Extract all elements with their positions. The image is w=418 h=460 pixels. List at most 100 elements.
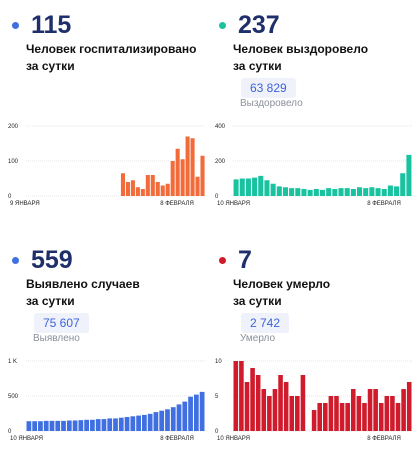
deaths-bar bbox=[267, 396, 272, 431]
cases-bar bbox=[153, 412, 159, 431]
deaths-header: 7 bbox=[215, 245, 252, 275]
recovered-bar bbox=[344, 188, 350, 196]
deaths-y-tick-label: 5 bbox=[215, 394, 219, 400]
recovered-bar bbox=[270, 183, 276, 196]
deaths-bar bbox=[401, 389, 406, 431]
deaths-chart: 10 5 010 ЯНВАРЯ 8 ФЕВРАЛЯ bbox=[215, 359, 412, 442]
cases-bar bbox=[72, 420, 78, 431]
hospitalized-bar bbox=[170, 161, 175, 196]
deaths-bar bbox=[367, 389, 373, 431]
cases-bar bbox=[55, 420, 61, 431]
cases-chart: 1 K 500 010 ЯНВАРЯ 8 ФЕВРАЛЯ bbox=[8, 359, 205, 442]
hospitalized-bar bbox=[195, 176, 200, 196]
hospitalized-bar bbox=[125, 182, 130, 196]
recovered-bar bbox=[289, 188, 295, 196]
cases-bar bbox=[84, 419, 89, 431]
recovered-bar bbox=[406, 154, 412, 196]
deaths-x-start-label: 10 ЯНВАРЯ bbox=[217, 436, 250, 442]
hospitalized-bar bbox=[160, 185, 165, 196]
deaths-bar bbox=[339, 403, 345, 431]
cases-bar bbox=[136, 415, 141, 431]
deaths-bar bbox=[233, 361, 239, 431]
cases-y-tick-label: 0 bbox=[8, 429, 12, 435]
hospitalized-bar bbox=[145, 175, 150, 196]
deaths-bar bbox=[395, 403, 401, 431]
hospitalized-chart: 200 100 09 ЯНВАРЯ 8 ФЕВРАЛЯ bbox=[8, 124, 205, 207]
recovered-caption: Человек выздоровело за сутки bbox=[233, 41, 413, 75]
deaths-bar bbox=[283, 382, 289, 431]
cases-bar bbox=[118, 417, 124, 431]
recovered-total-pill: 63 829 bbox=[241, 78, 296, 98]
cases-value: 559 bbox=[31, 246, 73, 274]
hospitalized-bar bbox=[185, 136, 190, 196]
hospitalized-bar bbox=[200, 155, 205, 196]
deaths-bar bbox=[350, 389, 356, 431]
deaths-value: 7 bbox=[238, 246, 252, 274]
hospitalized-caption: Человек госпитализировано за сутки bbox=[26, 41, 206, 75]
hospitalized-x-start-label: 9 ЯНВАРЯ bbox=[10, 201, 40, 207]
hospitalized-bar bbox=[120, 173, 125, 196]
deaths-bar bbox=[300, 375, 306, 431]
recovered-bar bbox=[400, 173, 406, 196]
deaths-bar bbox=[289, 396, 295, 431]
recovered-bar bbox=[264, 180, 270, 196]
deaths-bar bbox=[334, 396, 339, 431]
deaths-bar bbox=[356, 396, 362, 431]
cases-bar bbox=[124, 417, 130, 431]
deaths-bar bbox=[239, 361, 244, 431]
recovered-value: 237 bbox=[238, 11, 280, 39]
cases-bar bbox=[113, 418, 118, 431]
recovered-bar bbox=[307, 189, 313, 196]
hospitalized-caption-line2: за сутки bbox=[26, 59, 75, 73]
hospitalized-x-end-label: 8 ФЕВРАЛЯ bbox=[160, 201, 194, 207]
deaths-caption-line2: за сутки bbox=[233, 294, 282, 308]
hospitalized-bar bbox=[175, 148, 180, 196]
deaths-bar bbox=[378, 403, 384, 431]
deaths-caption: Человек умерло за сутки bbox=[233, 276, 413, 310]
cases-total-label: Выявлено bbox=[33, 333, 80, 344]
deaths-bar bbox=[295, 396, 300, 431]
hospitalized-bar bbox=[165, 183, 170, 196]
cases-bar bbox=[182, 401, 188, 431]
recovered-bar bbox=[375, 188, 381, 196]
recovered-bar bbox=[326, 188, 332, 196]
recovered-header: 237 bbox=[215, 10, 280, 40]
deaths-bar bbox=[255, 375, 261, 431]
deaths-bar bbox=[373, 389, 378, 431]
cases-x-start-label: 10 ЯНВАРЯ bbox=[10, 436, 43, 442]
cases-bar bbox=[32, 421, 38, 431]
recovered-panel: 237 Человек выздоровело за сутки 63 829 … bbox=[215, 0, 415, 220]
recovered-y-tick-label: 200 bbox=[215, 159, 226, 165]
cases-bar bbox=[101, 419, 107, 431]
deaths-bar bbox=[250, 368, 255, 431]
recovered-bar bbox=[363, 188, 369, 196]
cases-bar bbox=[90, 419, 95, 431]
hospitalized-bar bbox=[155, 182, 160, 196]
cases-bar bbox=[188, 396, 193, 431]
deaths-bar bbox=[390, 396, 395, 431]
hospitalized-bar bbox=[180, 159, 185, 196]
recovered-bar bbox=[394, 186, 400, 196]
hospitalized-bar bbox=[150, 175, 155, 196]
deaths-bar bbox=[406, 382, 412, 431]
cases-total-pill: 75 607 bbox=[34, 313, 89, 333]
hospitalized-dot-icon bbox=[12, 21, 19, 29]
deaths-bar bbox=[244, 382, 250, 431]
deaths-dot-icon bbox=[219, 256, 226, 264]
recovered-bar bbox=[338, 188, 344, 196]
recovered-bar bbox=[295, 188, 301, 196]
cases-bar bbox=[38, 421, 43, 431]
hospitalized-bar bbox=[140, 189, 145, 196]
recovered-bar bbox=[301, 189, 307, 196]
hospitalized-y-tick-label: 0 bbox=[8, 194, 12, 200]
hospitalized-header: 115 bbox=[8, 10, 71, 40]
cases-bar bbox=[49, 420, 55, 431]
deaths-bar bbox=[278, 375, 283, 431]
recovered-bar bbox=[276, 186, 282, 196]
hospitalized-y-tick-label: 200 bbox=[8, 124, 19, 130]
deaths-bar bbox=[362, 403, 367, 431]
hospitalized-bar bbox=[130, 180, 135, 196]
recovered-bar bbox=[387, 185, 393, 196]
recovered-bar bbox=[319, 189, 326, 196]
recovered-bar bbox=[233, 179, 239, 196]
